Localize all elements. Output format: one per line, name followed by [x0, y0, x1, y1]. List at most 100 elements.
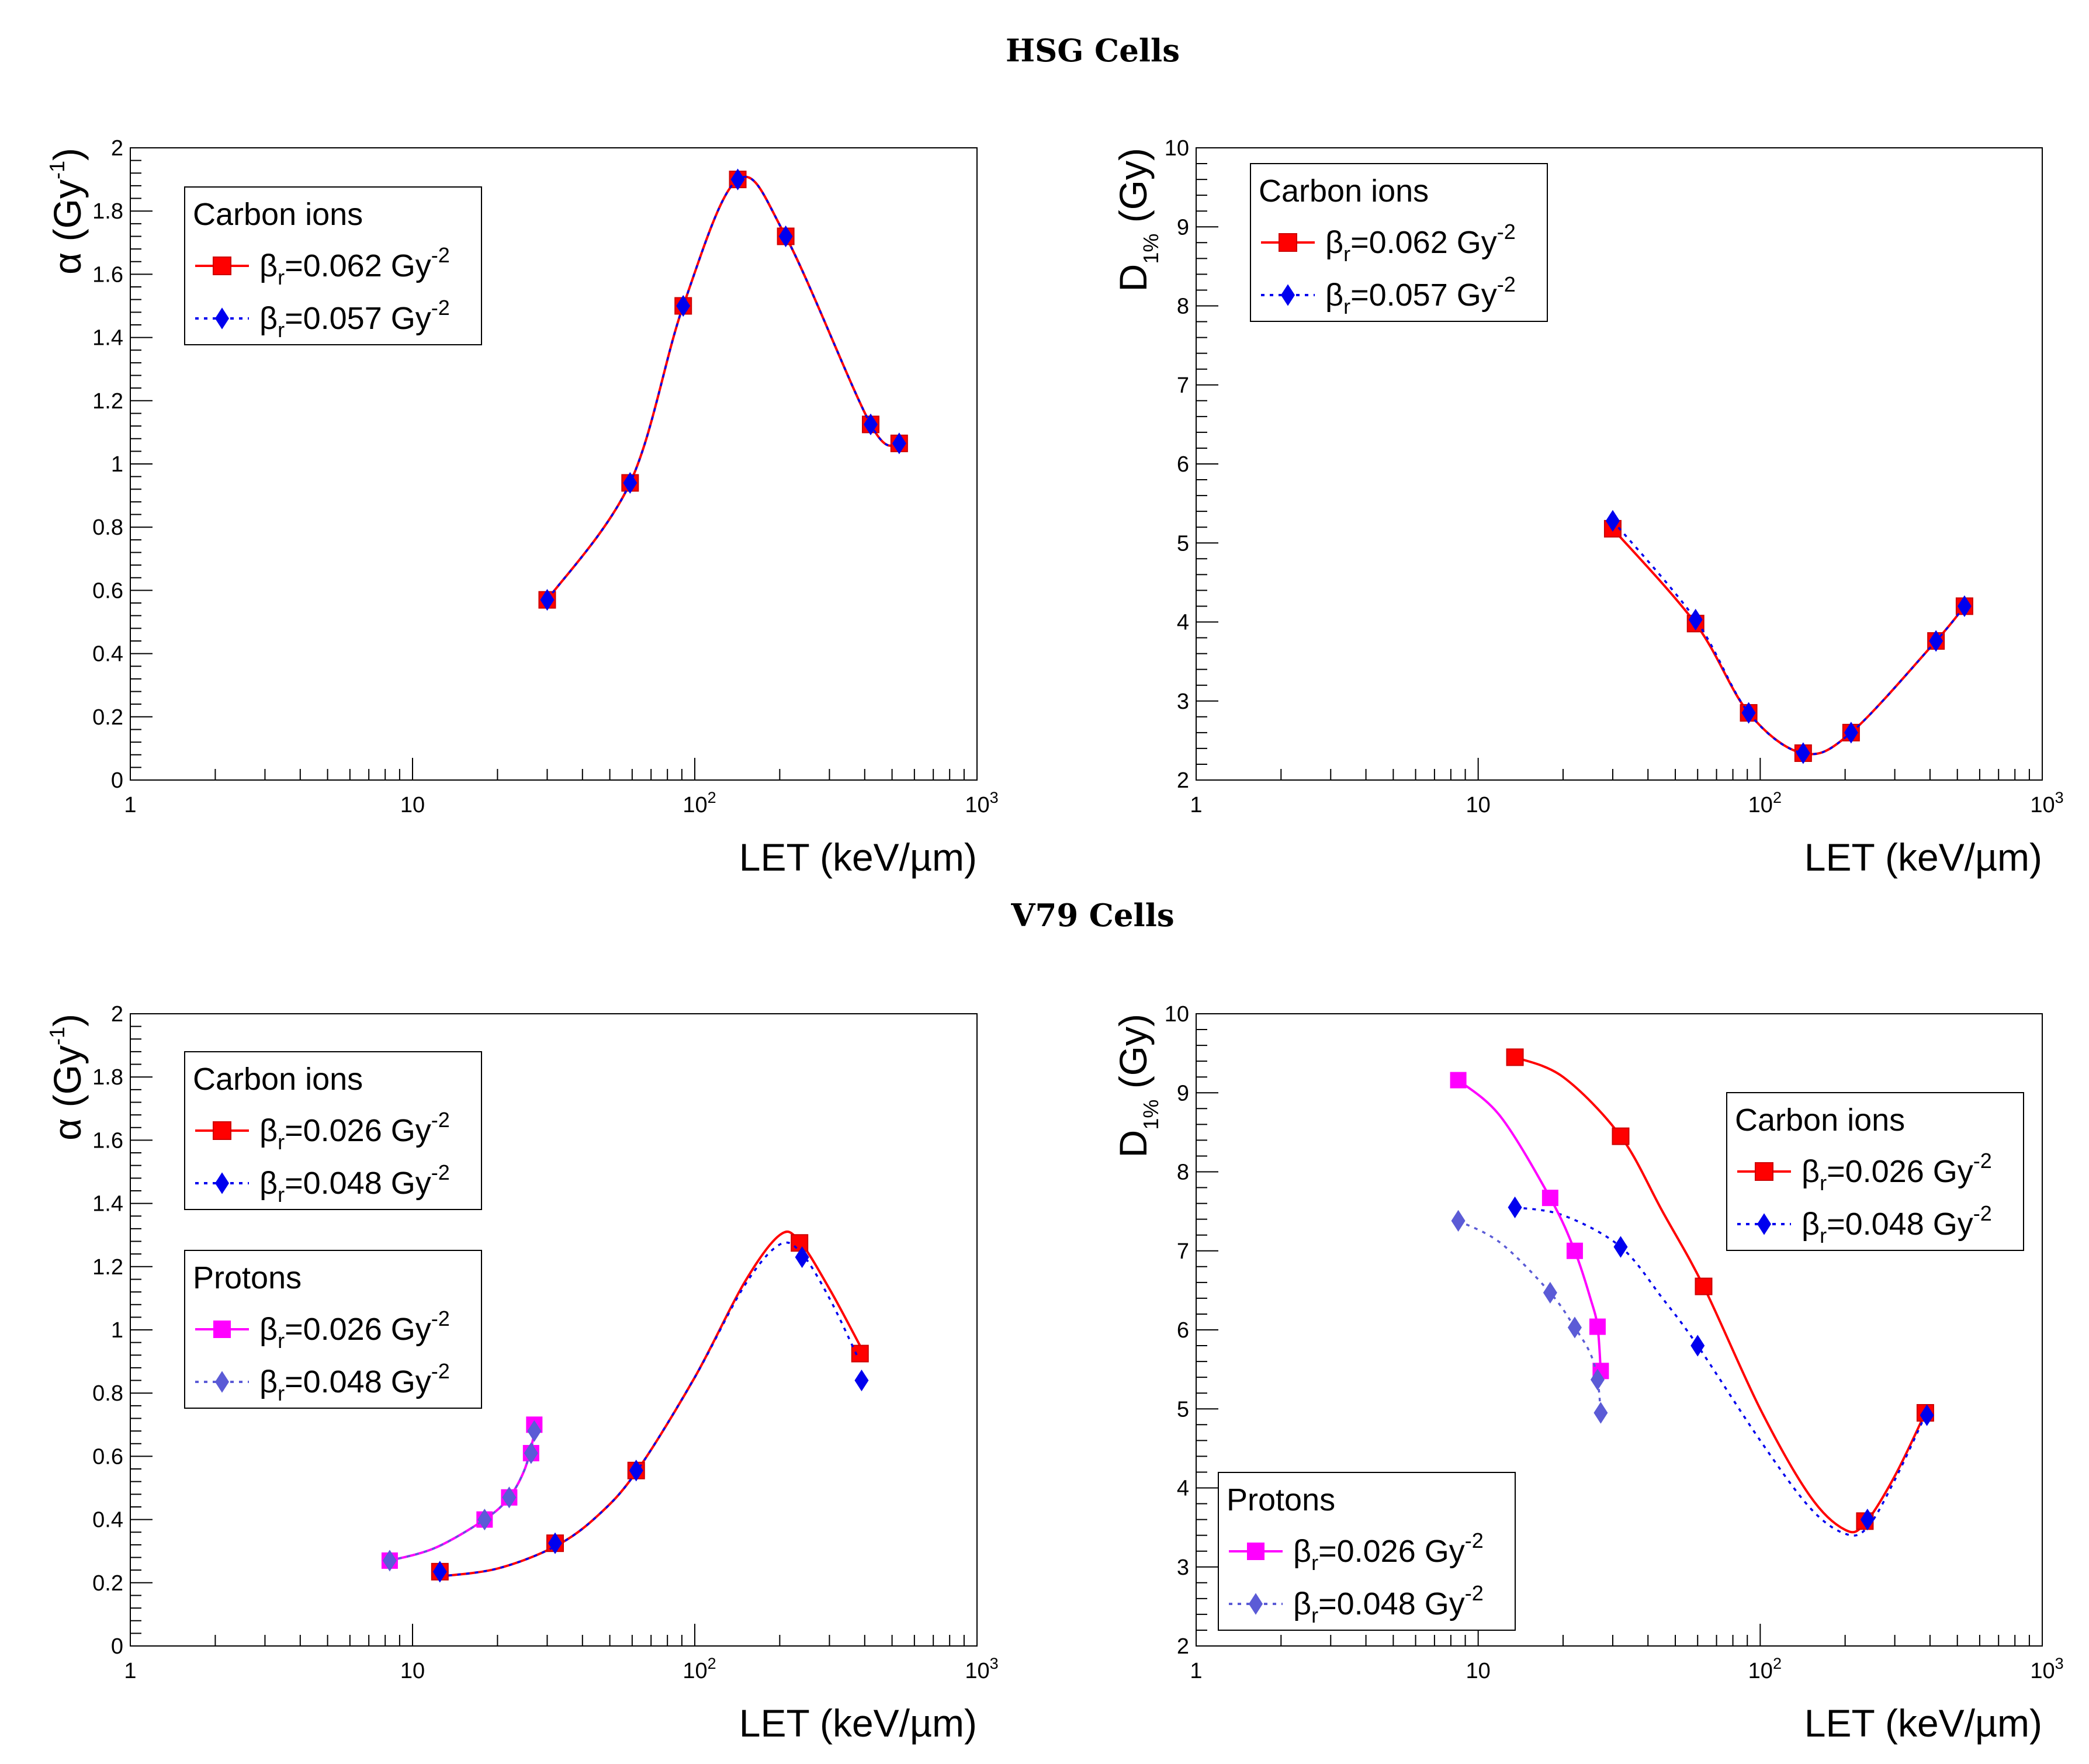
legend-entry-text: βr=0.048 Gy-2: [1293, 1581, 1484, 1627]
data-point: [502, 1486, 517, 1509]
legend-entry-text: βr=0.026 Gy-2: [1293, 1529, 1484, 1575]
x-tick-label: 103: [965, 1655, 998, 1683]
legend-title: Carbon ions: [193, 1062, 363, 1097]
legend-marker: [1755, 1162, 1773, 1181]
legend-entry-text: βr=0.057 Gy-2: [259, 296, 450, 342]
data-point: [1593, 1402, 1608, 1424]
y-axis-title: α (Gy-1): [45, 148, 89, 275]
x-tick-label: 1: [124, 1659, 136, 1683]
data-point: [1506, 1048, 1524, 1066]
data-point: [1541, 1190, 1558, 1207]
y-tick-label: 9: [1177, 1081, 1189, 1105]
chart-hsg-alpha: 0 0.2 0.4 0.6 0.8 1 1.2 1.4 1.6 1.8 2 1 10 102 103 LET …: [45, 136, 999, 879]
legend-entry-text: βr=0.026 Gy-2: [1802, 1149, 1992, 1195]
y-tick-label: 8: [1177, 294, 1189, 319]
legend-entry-text: βr=0.048 Gy-2: [259, 1359, 450, 1405]
y-tick-label: 1: [111, 1318, 123, 1343]
y-tick-label: 2: [1177, 1634, 1189, 1659]
legend-marker: [213, 257, 231, 275]
data-point: [1605, 510, 1620, 532]
y-axis-title-group: α (Gy-1): [45, 1014, 89, 1141]
series-line: [1612, 528, 1966, 755]
legend-marker: [1247, 1543, 1265, 1560]
y-axis-title-group: D1% (Gy): [1111, 148, 1163, 292]
y-tick-label: 3: [1177, 689, 1189, 714]
legend-marker: [213, 1321, 231, 1338]
y-tick-label: 3: [1177, 1555, 1189, 1580]
y-axis-title: D1% (Gy): [1111, 1014, 1163, 1157]
data-point: [1543, 1281, 1557, 1304]
x-tick-label: 103: [2030, 789, 2063, 817]
y-tick-label: 0.2: [92, 1571, 123, 1596]
data-point: [1695, 1277, 1713, 1295]
series-3: [1451, 1209, 1608, 1424]
y-tick-label: 6: [1177, 1318, 1189, 1343]
y-tick-label: 1.2: [92, 1255, 123, 1280]
data-point: [382, 1550, 397, 1572]
x-tick-label: 10: [1466, 1659, 1491, 1683]
y-tick-label: 2: [1177, 768, 1189, 793]
x-tick-label: 102: [1748, 789, 1782, 817]
legend: Carbon ions βr=0.062 Gy-2 βr=0.057 Gy-2: [184, 186, 482, 345]
data-point: [730, 168, 745, 190]
x-axis-title: LET (keV/µm): [739, 836, 977, 879]
data-point: [778, 225, 793, 248]
y-tick-label: 1: [111, 452, 123, 477]
legend: Carbon ions βr=0.026 Gy-2 βr=0.048 Gy-2: [1726, 1092, 2024, 1251]
data-point: [1508, 1196, 1522, 1218]
y-tick-label: 1.4: [92, 326, 123, 351]
x-tick-label: 1: [124, 793, 136, 817]
x-tick-label: 10: [400, 793, 425, 817]
data-point: [1957, 595, 1972, 618]
y-tick-label: 10: [1165, 1002, 1189, 1027]
legend-title: Carbon ions: [1735, 1103, 1905, 1138]
data-point: [676, 294, 691, 317]
legend: Carbon ions βr=0.026 Gy-2 βr=0.048 Gy-2: [184, 1051, 482, 1210]
legend-title: Protons: [1227, 1482, 1335, 1517]
x-tick-label: 10: [1466, 793, 1491, 817]
y-axis-title: α (Gy-1): [45, 1014, 89, 1141]
series-3: [382, 1420, 542, 1572]
y-tick-label: 0.2: [92, 705, 123, 730]
legend: Carbon ions βr=0.062 Gy-2 βr=0.057 Gy-2: [1250, 163, 1548, 322]
y-tick-label: 1.8: [92, 1065, 123, 1090]
section-title-hsg: HSG Cells: [1006, 33, 1180, 69]
y-tick-label: 10: [1165, 136, 1189, 161]
data-point: [1844, 722, 1858, 744]
x-tick-label: 102: [1748, 1655, 1782, 1683]
y-tick-label: 1.6: [92, 262, 123, 287]
y-tick-label: 0.8: [92, 1381, 123, 1406]
data-point: [548, 1532, 562, 1554]
x-tick-label: 102: [683, 1655, 716, 1683]
series-line: [1515, 1206, 1927, 1537]
legend-marker: [1279, 233, 1297, 252]
y-tick-label: 1.6: [92, 1128, 123, 1153]
y-tick-label: 4: [1177, 611, 1189, 635]
x-axis-title: LET (keV/µm): [1804, 836, 2042, 879]
data-point: [854, 1369, 869, 1392]
y-tick-label: 0.8: [92, 515, 123, 540]
legend-entry-text: βr=0.062 Gy-2: [259, 243, 450, 289]
data-point: [1741, 702, 1756, 724]
legend-title: Carbon ions: [193, 197, 363, 232]
y-tick-label: 0.4: [92, 1508, 123, 1533]
y-tick-label: 1.2: [92, 389, 123, 414]
data-point: [1567, 1316, 1582, 1339]
x-axis-title: LET (keV/µm): [1804, 1701, 2042, 1745]
y-tick-label: 9: [1177, 215, 1189, 240]
data-point: [1688, 608, 1703, 631]
series-1: [1605, 510, 1972, 764]
chart-v79-alpha: 0 0.2 0.4 0.6 0.8 1 1.2 1.4 1.6 1.8 2 1 10 102 103 LET …: [45, 1002, 999, 1745]
chart-hsg-d1: 2 3 4 5 6 7 8 9 10 1 10 102 103 LET (keV/µm) D1% (Gy) C…: [1111, 136, 2064, 879]
data-point: [1450, 1072, 1467, 1089]
data-point: [1566, 1242, 1583, 1259]
series-1: [432, 1241, 869, 1583]
data-point: [1589, 1318, 1606, 1335]
y-tick-label: 4: [1177, 1477, 1189, 1501]
legend-entry-text: βr=0.026 Gy-2: [259, 1108, 450, 1154]
series-line: [1612, 520, 1966, 755]
data-point: [864, 413, 878, 435]
y-tick-label: 0: [111, 1634, 123, 1659]
legend-entry-text: βr=0.062 Gy-2: [1325, 220, 1516, 266]
series-1: [540, 168, 906, 611]
